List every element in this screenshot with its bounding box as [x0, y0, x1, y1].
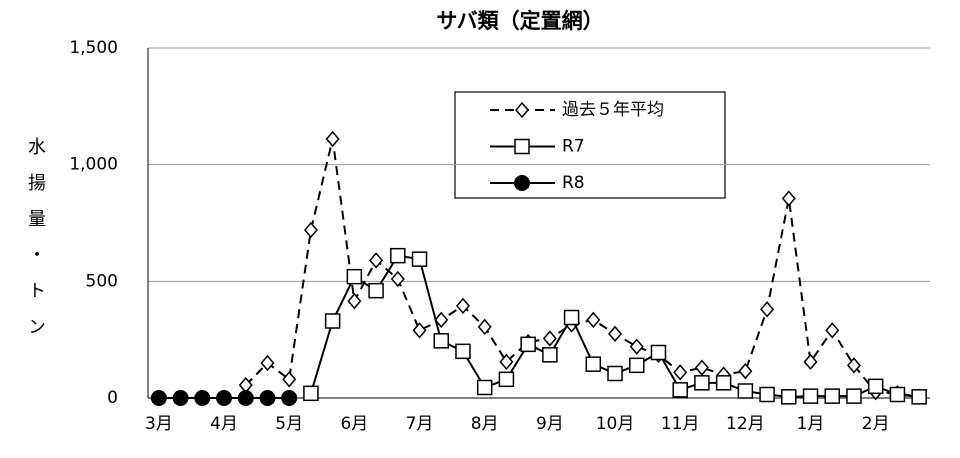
- x-tick-label: 12月: [726, 414, 765, 434]
- x-tick-label: 5月: [275, 414, 303, 434]
- data-point: [608, 325, 623, 342]
- y-tick-label: 500: [86, 271, 118, 291]
- x-tick-label: 3月: [145, 414, 173, 434]
- data-point: [499, 353, 514, 370]
- data-point: [476, 379, 493, 396]
- series-line: [245, 138, 920, 398]
- legend-marker: [514, 175, 530, 191]
- x-tick-label: 4月: [210, 414, 238, 434]
- data-point: [694, 375, 710, 391]
- x-tick-label: 6月: [340, 414, 368, 434]
- data-point: [781, 190, 796, 207]
- data-point: [172, 390, 189, 406]
- y-tick-label: 1,500: [69, 38, 118, 58]
- legend-label: R8: [562, 173, 585, 193]
- data-point: [673, 364, 688, 381]
- chart-title: サバ類（定置網）: [436, 9, 603, 33]
- data-point: [433, 333, 449, 349]
- data-point: [672, 382, 688, 398]
- data-point: [759, 386, 775, 403]
- data-point: [477, 318, 492, 335]
- data-point: [629, 357, 645, 374]
- data-point: [607, 365, 623, 382]
- data-point: [259, 390, 276, 406]
- y-axis-label: 水揚量・トン: [25, 137, 46, 353]
- data-point: [586, 311, 601, 328]
- data-point: [694, 359, 709, 376]
- data-point: [889, 386, 906, 403]
- data-point: [390, 270, 405, 288]
- data-point: [303, 385, 319, 402]
- data-point: [846, 357, 861, 374]
- data-point: [390, 247, 406, 264]
- data-point: [150, 390, 167, 406]
- data-point: [738, 363, 753, 380]
- data-point: [760, 301, 775, 318]
- data-point: [216, 390, 233, 406]
- data-point: [411, 251, 428, 267]
- legend-label: R7: [562, 137, 585, 157]
- x-tick-label: 7月: [406, 414, 434, 434]
- data-point: [455, 297, 470, 314]
- data-point: [650, 344, 667, 361]
- data-point: [194, 390, 211, 406]
- data-point: [325, 130, 340, 148]
- data-point: [781, 389, 797, 405]
- data-point: [412, 322, 427, 339]
- data-point: [542, 330, 557, 347]
- data-point: [803, 353, 818, 370]
- data-point: [867, 378, 884, 395]
- x-tick-label: 9月: [536, 414, 564, 434]
- x-tick-label: 2月: [862, 414, 890, 434]
- data-point: [324, 313, 341, 329]
- y-tick-label: 1,000: [69, 155, 118, 175]
- data-point: [281, 390, 298, 406]
- data-point: [802, 388, 819, 404]
- data-point: [846, 388, 862, 404]
- data-point: [369, 252, 384, 269]
- x-tick-label: 1月: [797, 414, 825, 434]
- data-point: [629, 338, 644, 355]
- data-point: [542, 347, 558, 363]
- data-point: [563, 309, 580, 326]
- legend-box: [454, 91, 726, 199]
- x-tick-label: 10月: [596, 414, 635, 434]
- x-tick-label: 8月: [471, 414, 499, 434]
- legend-marker: [515, 101, 529, 119]
- data-point: [346, 268, 363, 285]
- data-point: [824, 388, 840, 404]
- legend-marker: [514, 138, 530, 155]
- data-point: [715, 375, 732, 391]
- data-point: [585, 356, 602, 372]
- data-point: [347, 293, 362, 310]
- x-tick-label: 11月: [661, 414, 700, 434]
- data-point: [434, 311, 449, 328]
- data-point: [282, 371, 297, 388]
- data-point: [911, 389, 927, 405]
- data-point: [520, 336, 536, 353]
- data-point: [498, 371, 515, 388]
- data-point: [368, 282, 384, 299]
- data-point: [303, 221, 318, 239]
- data-point: [237, 390, 254, 406]
- data-point: [825, 322, 840, 339]
- data-point: [260, 354, 275, 372]
- legend-label: 過去５年平均: [562, 100, 664, 120]
- data-point: [737, 383, 754, 399]
- y-tick-label: 0: [107, 388, 118, 408]
- data-point: [455, 343, 471, 360]
